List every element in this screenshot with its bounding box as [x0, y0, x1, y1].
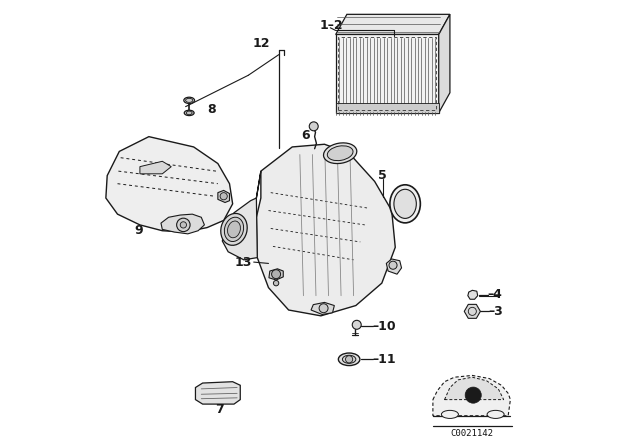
Text: 9: 9: [134, 224, 143, 237]
Polygon shape: [439, 14, 450, 113]
Circle shape: [273, 280, 279, 286]
Polygon shape: [161, 214, 204, 234]
Polygon shape: [257, 144, 396, 316]
Text: –10: –10: [372, 319, 396, 333]
Text: 13: 13: [234, 255, 252, 269]
Polygon shape: [445, 377, 504, 400]
Ellipse shape: [186, 111, 192, 115]
Text: 7: 7: [215, 403, 223, 417]
Ellipse shape: [442, 410, 458, 418]
Ellipse shape: [225, 217, 244, 241]
Circle shape: [271, 270, 280, 279]
Circle shape: [465, 387, 481, 403]
Circle shape: [319, 304, 328, 313]
Ellipse shape: [390, 185, 420, 223]
Polygon shape: [140, 161, 172, 174]
Ellipse shape: [324, 143, 356, 164]
Text: 1–2: 1–2: [320, 19, 344, 33]
Polygon shape: [195, 382, 240, 404]
Circle shape: [346, 356, 353, 363]
Ellipse shape: [339, 353, 360, 366]
Text: 8: 8: [207, 103, 216, 116]
Polygon shape: [433, 375, 511, 416]
Polygon shape: [311, 302, 334, 314]
Circle shape: [389, 261, 397, 269]
Ellipse shape: [342, 355, 356, 363]
Text: 12: 12: [252, 37, 270, 51]
Ellipse shape: [228, 221, 241, 238]
Polygon shape: [218, 190, 230, 202]
Circle shape: [352, 320, 361, 329]
Text: C0021142: C0021142: [451, 429, 494, 438]
Ellipse shape: [394, 189, 417, 218]
Ellipse shape: [186, 98, 193, 103]
Text: –4: –4: [487, 288, 502, 302]
Text: –11: –11: [372, 353, 396, 366]
Ellipse shape: [487, 410, 504, 418]
Polygon shape: [336, 34, 439, 113]
Circle shape: [220, 193, 227, 200]
Text: 5: 5: [378, 169, 387, 182]
Circle shape: [309, 122, 318, 131]
Polygon shape: [336, 14, 450, 34]
Polygon shape: [387, 259, 401, 274]
Polygon shape: [468, 290, 477, 299]
Polygon shape: [269, 269, 284, 280]
Text: 6: 6: [301, 129, 310, 142]
Ellipse shape: [184, 110, 194, 116]
Ellipse shape: [221, 213, 247, 246]
Polygon shape: [106, 137, 233, 232]
Circle shape: [180, 222, 186, 228]
Polygon shape: [222, 171, 261, 260]
Ellipse shape: [184, 97, 195, 103]
Circle shape: [177, 218, 190, 232]
Text: –3: –3: [488, 305, 503, 318]
Polygon shape: [336, 103, 439, 113]
Ellipse shape: [327, 146, 353, 161]
